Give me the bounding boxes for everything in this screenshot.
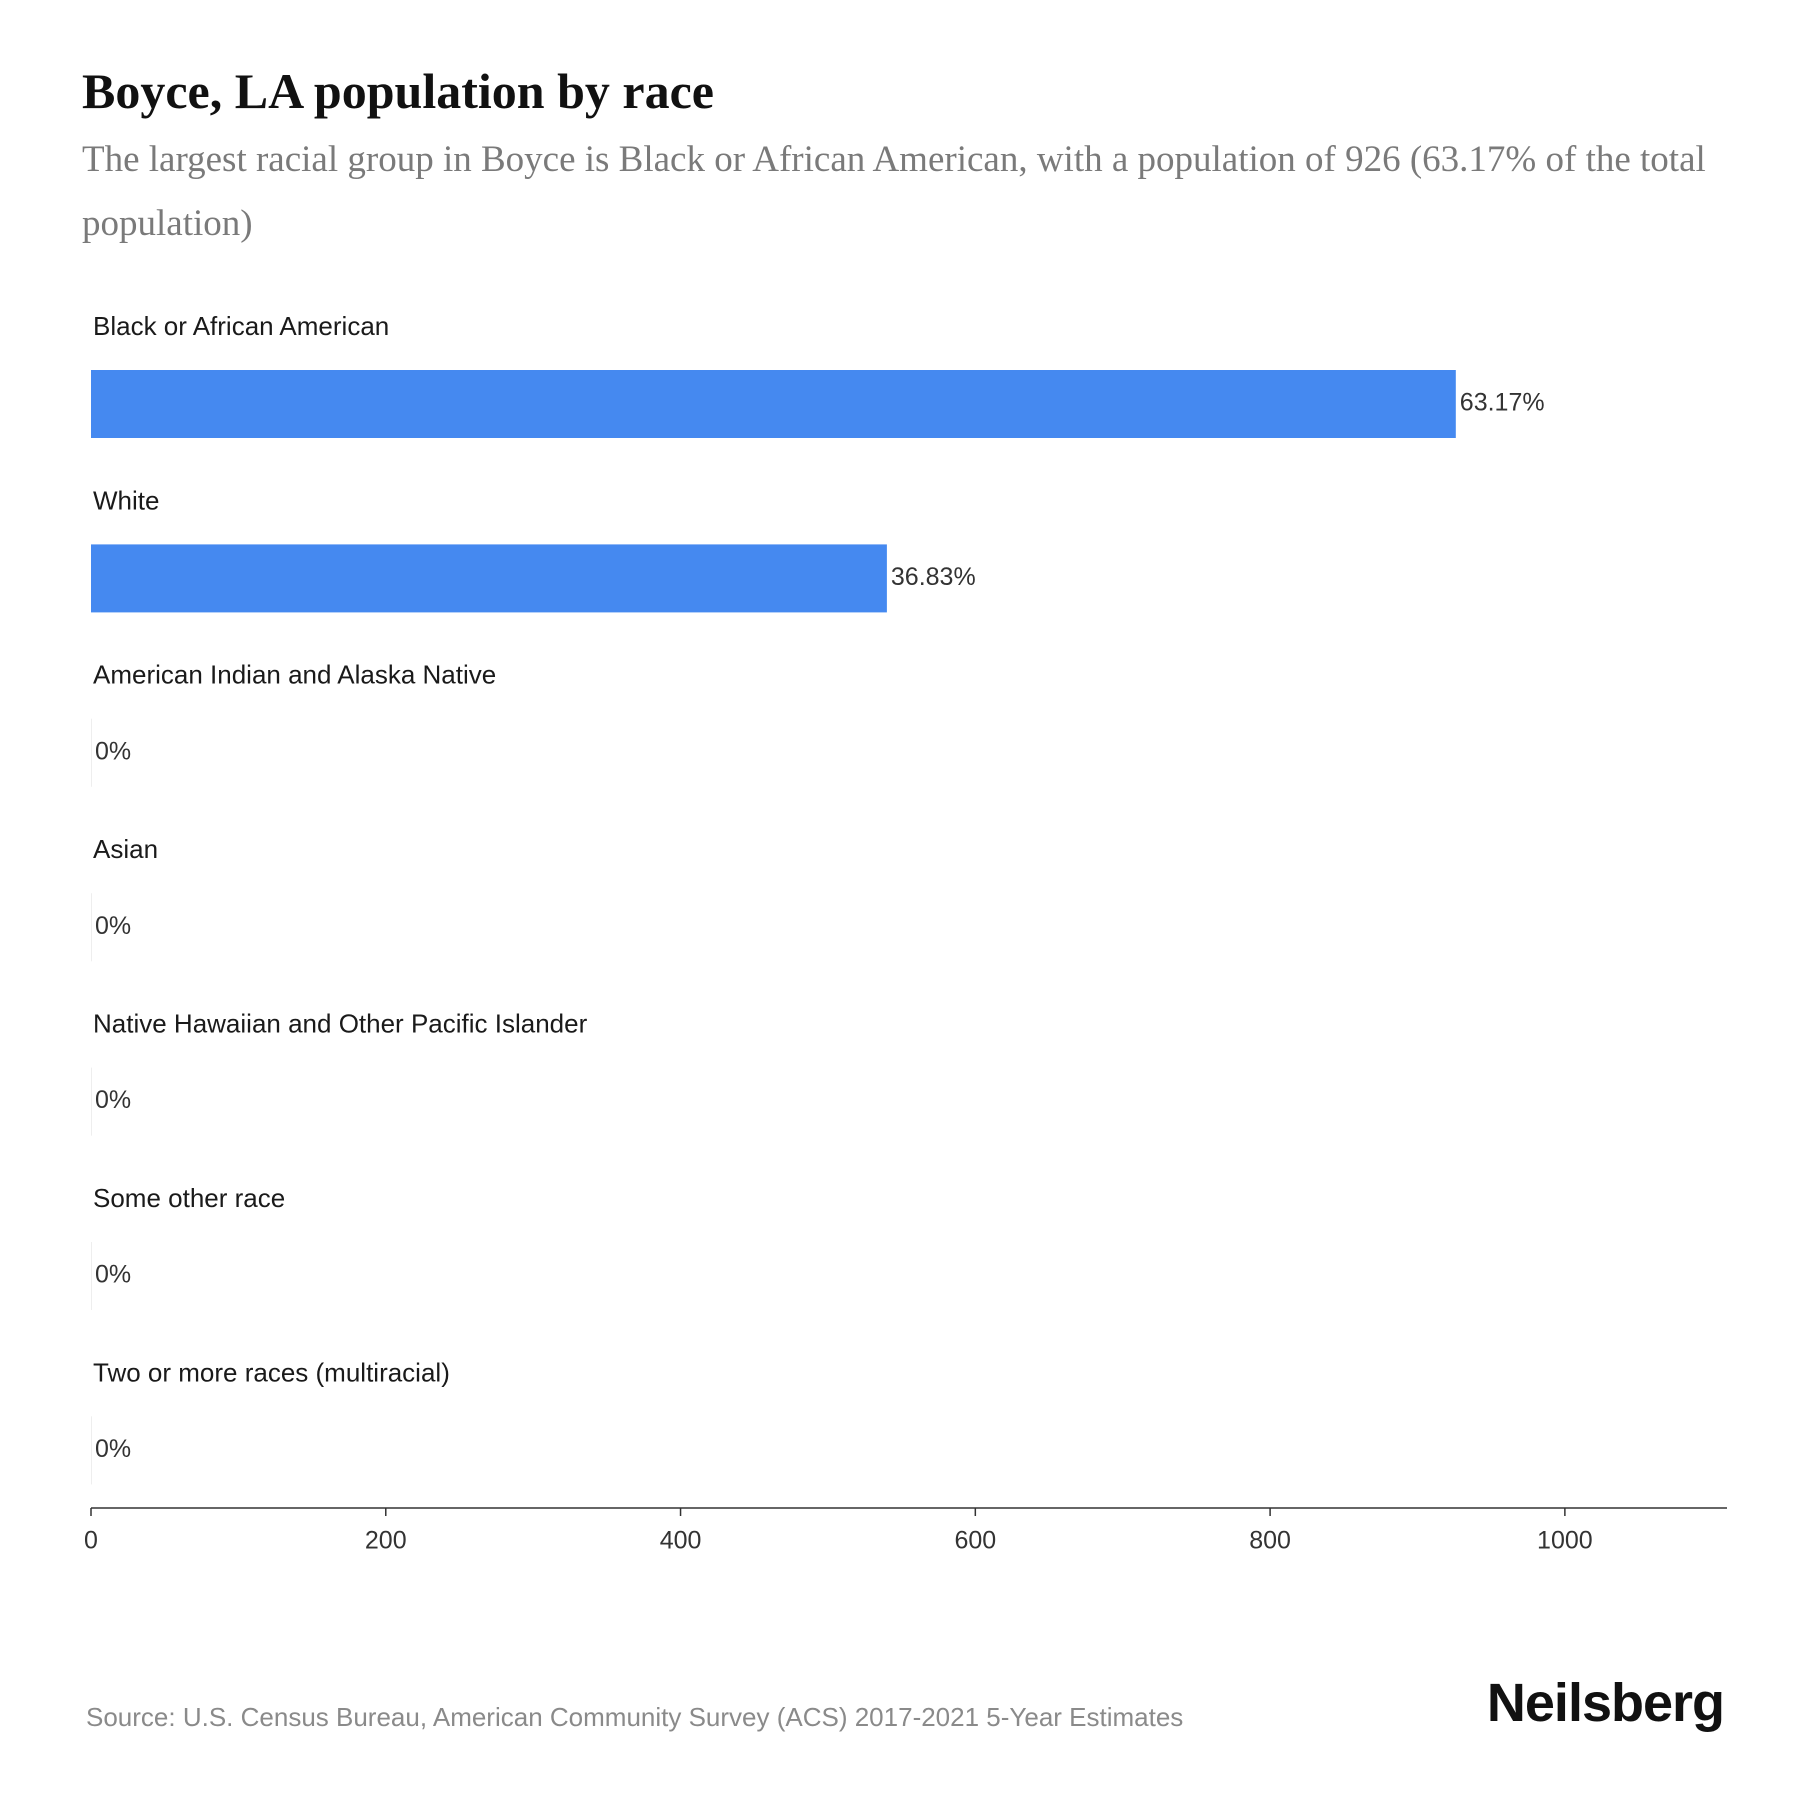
x-tick-label: 600 xyxy=(954,1527,996,1555)
value-label: 0% xyxy=(95,1435,131,1463)
source-note: Source: U.S. Census Bureau, American Com… xyxy=(86,1702,1184,1732)
category-label: Asian xyxy=(93,834,158,864)
category-label: Two or more races (multiracial) xyxy=(93,1357,450,1387)
value-label: 0% xyxy=(95,1261,131,1289)
category-label: Some other race xyxy=(93,1183,285,1213)
value-label: 0% xyxy=(95,737,131,765)
chart-title: Boyce, LA population by race xyxy=(82,63,714,119)
category-label: White xyxy=(93,485,159,515)
category-label: Black or African American xyxy=(93,311,389,341)
value-label: 36.83% xyxy=(891,563,976,591)
x-tick-label: 400 xyxy=(660,1527,702,1555)
value-label: 63.17% xyxy=(1460,389,1545,417)
bar xyxy=(91,370,1456,438)
x-tick-label: 200 xyxy=(365,1527,407,1555)
bar-chart: Black or African American 63.17% White 36.8… xyxy=(84,311,1727,1555)
chart-subtitle: The largest racial group in Boyce is Bla… xyxy=(82,139,1706,244)
category-label: Native Hawaiian and Other Pacific Island… xyxy=(93,1008,588,1038)
bar xyxy=(91,544,887,613)
x-tick-label: 800 xyxy=(1249,1527,1291,1555)
value-label: 0% xyxy=(95,1086,131,1114)
value-label: 0% xyxy=(95,912,131,940)
brand-logo: Neilsberg xyxy=(1486,1673,1725,1733)
x-tick-label: 1000 xyxy=(1537,1527,1593,1555)
x-tick-label: 0 xyxy=(84,1527,98,1555)
category-label: American Indian and Alaska Native xyxy=(93,660,496,690)
